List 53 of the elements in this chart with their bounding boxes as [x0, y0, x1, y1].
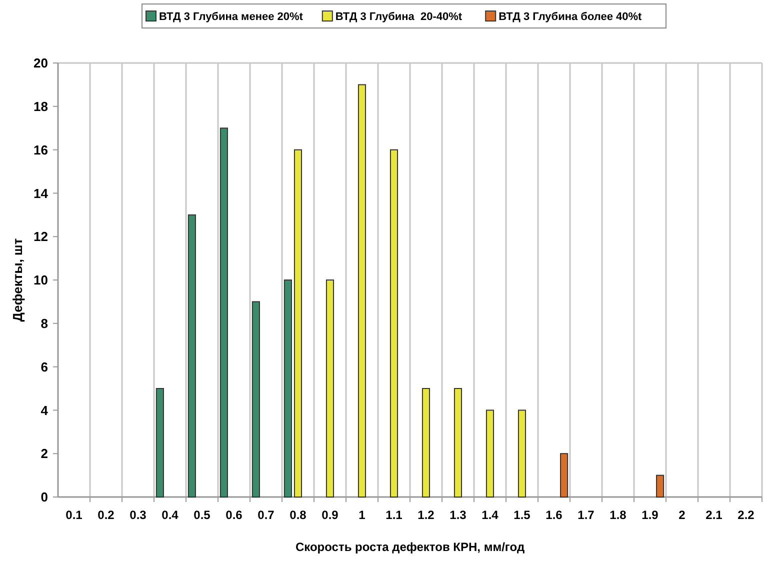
bar: [358, 84, 366, 498]
y-tick-label: 10: [34, 272, 48, 288]
x-tick-label: 2.2: [738, 508, 755, 522]
x-tick-label: 0.9: [322, 508, 339, 522]
bar: [284, 280, 292, 498]
bar: [486, 410, 494, 498]
x-tick-label: 0.6: [226, 508, 243, 522]
x-axis-title: Скорость роста дефектов КРН, мм/год: [295, 540, 525, 554]
legend-label: ВТД 3 Глубина 20-40%t: [335, 10, 462, 23]
y-tick-label: 6: [40, 359, 48, 374]
x-tick-label: 1.4: [482, 508, 499, 522]
y-tick-label: 14: [34, 186, 49, 201]
bar: [518, 410, 526, 498]
bar: [156, 388, 164, 498]
x-tick-label: 1.8: [610, 508, 627, 522]
x-tick-label: 0.4: [162, 508, 179, 522]
y-tick-label: 0: [40, 490, 48, 505]
y-tick-label: 20: [34, 56, 48, 71]
bar: [294, 149, 302, 498]
x-tick-label: 1.6: [546, 508, 563, 522]
x-tick-label: 1.3: [450, 508, 467, 522]
x-tick-label: 0.2: [98, 508, 115, 522]
bar: [252, 301, 260, 498]
bar: [454, 388, 462, 498]
y-tick-label: 12: [34, 229, 48, 244]
legend-label: ВТД 3 Глубина менее 20%t: [159, 10, 304, 23]
x-tick-label: 1.2: [418, 508, 435, 522]
y-tick-label: 4: [40, 402, 49, 418]
x-tick-label: 1.5: [514, 508, 531, 522]
x-tick-label: 1.7: [578, 508, 595, 522]
x-tick-label: 0.8: [290, 508, 307, 522]
x-tick-label: 0.5: [194, 508, 211, 522]
bar: [390, 149, 398, 498]
x-tick-label: 0.7: [258, 508, 275, 522]
y-tick-label: 18: [34, 98, 48, 114]
bar: [422, 388, 430, 498]
y-tick-label: 16: [34, 142, 48, 158]
x-tick-label: 1: [358, 508, 366, 522]
x-tick-label: 1.1: [386, 508, 403, 522]
x-tick-label: 1.9: [642, 508, 659, 522]
x-tick-label: 0.1: [66, 508, 83, 522]
bar: [560, 453, 568, 498]
x-tick-label: 0.3: [130, 508, 147, 522]
bar: [656, 474, 664, 498]
x-tick-label: 2: [678, 508, 686, 522]
legend-label: ВТД 3 Глубина более 40%t: [498, 10, 642, 23]
bar: [188, 214, 196, 498]
y-axis-title: Дефекты, шт: [10, 238, 25, 322]
bar: [220, 128, 228, 498]
y-tick-label: 8: [40, 316, 48, 331]
bar: [326, 280, 334, 498]
y-tick-label: 2: [40, 446, 48, 462]
x-tick-label: 2.1: [706, 508, 723, 522]
